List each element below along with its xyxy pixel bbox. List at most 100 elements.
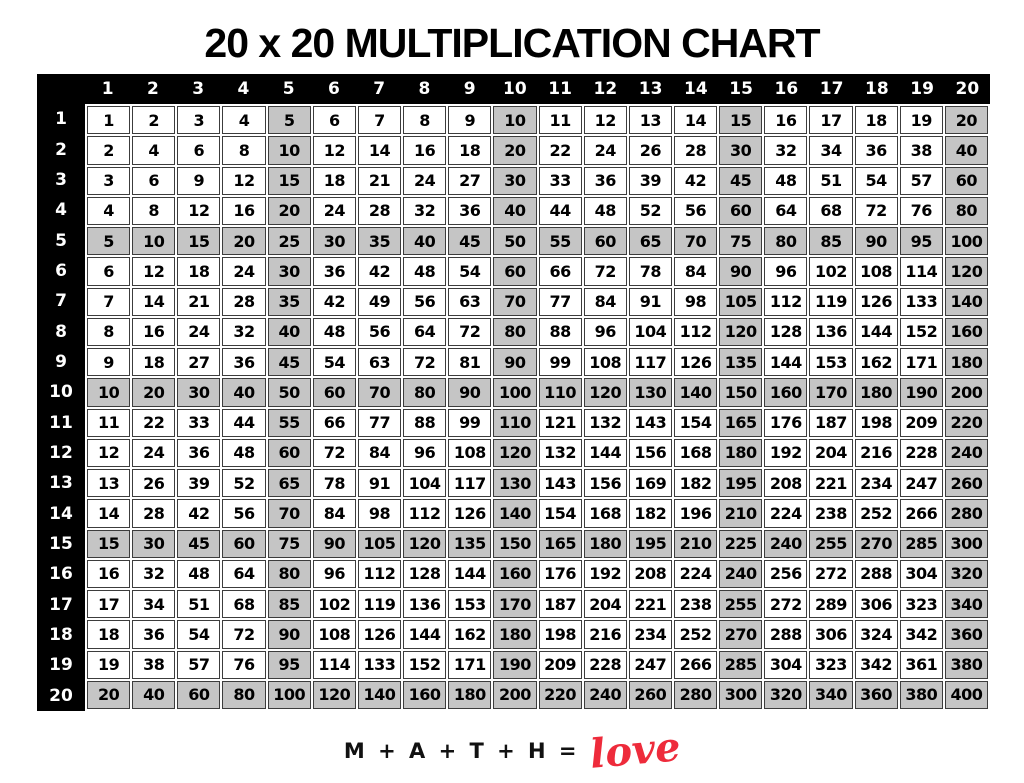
table-cell: 6 — [87, 257, 131, 286]
table-cell: 72 — [583, 257, 627, 286]
page-title: 20 x 20 MULTIPLICATION CHART — [204, 20, 820, 66]
row-header: 15 — [49, 533, 73, 554]
table-cell: 342 — [899, 620, 943, 649]
table-cell: 3 — [87, 166, 131, 195]
table-cell: 135 — [448, 529, 492, 558]
table-cell: 36 — [583, 166, 627, 195]
table-cell: 72 — [312, 438, 356, 467]
table-cell: 140 — [493, 499, 537, 528]
table-cell: 24 — [177, 317, 221, 346]
table-cell: 57 — [177, 650, 221, 679]
table-cell: 51 — [809, 166, 853, 195]
table-cell: 196 — [673, 499, 718, 528]
table-cell: 11 — [538, 106, 582, 135]
table-cell: 132 — [538, 438, 582, 467]
table-cell: 36 — [222, 348, 266, 377]
table-cell: 162 — [854, 348, 898, 377]
table-cell: 26 — [628, 136, 672, 165]
table-cell: 104 — [628, 317, 672, 346]
table-cell: 42 — [177, 499, 221, 528]
table-cell: 17 — [87, 590, 131, 619]
row-header: 7 — [55, 291, 67, 312]
table-cell: 80 — [944, 196, 988, 225]
table-cell: 288 — [854, 559, 898, 588]
table-cell: 340 — [809, 680, 853, 709]
table-cell: 76 — [899, 196, 943, 225]
table-cell: 64 — [222, 559, 266, 588]
table-cell: 105 — [357, 529, 402, 558]
table-cell: 48 — [312, 317, 356, 346]
table-cell: 88 — [403, 408, 447, 437]
table-cell: 13 — [628, 106, 672, 135]
table-cell: 8 — [403, 106, 447, 135]
table-cell: 300 — [719, 680, 763, 709]
table-cell: 126 — [854, 287, 898, 316]
col-header: 5 — [282, 79, 295, 99]
row-header: 19 — [49, 655, 73, 676]
table-cell: 96 — [403, 438, 447, 467]
table-cell: 16 — [87, 559, 131, 588]
table-cell: 105 — [719, 287, 763, 316]
table-cell: 160 — [764, 378, 808, 407]
table-cell: 95 — [267, 650, 311, 679]
table-cell: 255 — [809, 529, 853, 558]
row-header: 8 — [55, 321, 67, 342]
row-header: 16 — [49, 564, 73, 585]
table-cell: 17 — [809, 106, 853, 135]
table-cell: 204 — [809, 438, 853, 467]
table-cell: 209 — [899, 408, 943, 437]
table-cell: 30 — [132, 529, 176, 558]
table-cell: 26 — [132, 469, 176, 498]
table-cell: 35 — [357, 227, 402, 256]
table-cell: 108 — [448, 438, 492, 467]
row-header: 11 — [49, 412, 73, 433]
table-cell: 55 — [538, 227, 582, 256]
table-cell: 36 — [177, 438, 221, 467]
table-cell: 80 — [403, 378, 447, 407]
table-cell: 114 — [312, 650, 356, 679]
table-cell: 54 — [854, 166, 898, 195]
table-cell: 306 — [809, 620, 853, 649]
table-cell: 48 — [583, 196, 627, 225]
table-cell: 187 — [809, 408, 853, 437]
table-cell: 144 — [854, 317, 898, 346]
table-cell: 60 — [944, 166, 988, 195]
table-cell: 10 — [87, 378, 131, 407]
table-cell: 120 — [403, 529, 447, 558]
table-cell: 54 — [177, 620, 221, 649]
col-header: 2 — [146, 79, 159, 99]
table-cell: 6 — [132, 166, 176, 195]
table-cell: 112 — [357, 559, 402, 588]
table-cell: 45 — [719, 166, 763, 195]
table-cell: 156 — [628, 438, 672, 467]
table-cell: 128 — [764, 317, 808, 346]
table-cell: 104 — [403, 469, 447, 498]
table-cell: 12 — [222, 166, 266, 195]
table-cell: 221 — [628, 590, 672, 619]
table-cell: 182 — [628, 499, 672, 528]
table-cell: 45 — [448, 227, 492, 256]
table-cell: 14 — [673, 106, 718, 135]
table-cell: 200 — [944, 378, 988, 407]
table-cell: 180 — [493, 620, 537, 649]
col-header: 17 — [819, 79, 844, 99]
table-cell: 30 — [177, 378, 221, 407]
table-cell: 234 — [628, 620, 672, 649]
table-cell: 121 — [538, 408, 582, 437]
column-headers: 1 2 3 4 5 6 7 8 9 10 11 12 13 14 15 16 17 18 19 20 — [85, 74, 990, 104]
table-cell: 90 — [719, 257, 763, 286]
row-header: 12 — [49, 442, 73, 463]
table-cell: 20 — [267, 196, 311, 225]
table-cell: 60 — [493, 257, 537, 286]
table-cell: 150 — [719, 378, 763, 407]
table-cell: 20 — [132, 378, 176, 407]
table-cell: 289 — [809, 590, 853, 619]
table-cell: 65 — [628, 227, 672, 256]
row-header: 18 — [49, 625, 73, 646]
table-cell: 48 — [403, 257, 447, 286]
row-header: 1 — [55, 109, 67, 130]
table-cell: 176 — [538, 559, 582, 588]
table-cell: 32 — [132, 559, 176, 588]
table-cell: 16 — [403, 136, 447, 165]
table-cell: 96 — [764, 257, 808, 286]
